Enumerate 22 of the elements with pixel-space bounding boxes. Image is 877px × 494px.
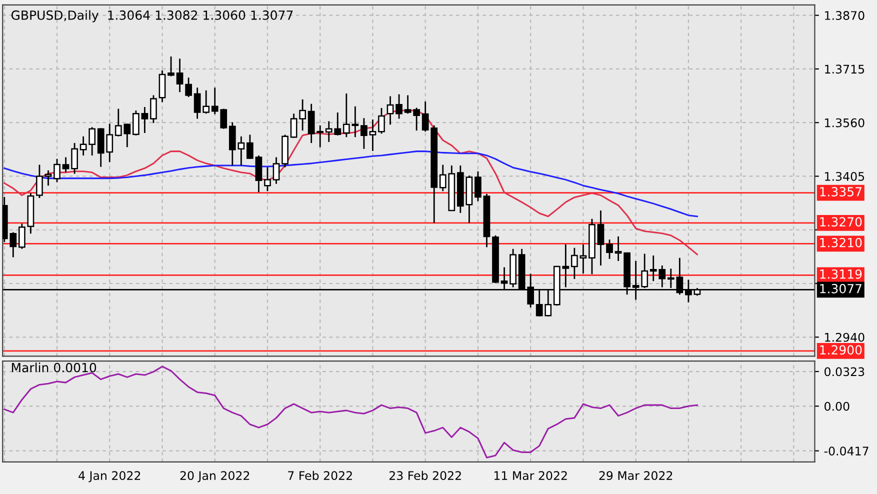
x-tick-label: 23 Feb 2022 [389,470,461,480]
ref-line-label: 1.3210 [820,238,862,248]
ref-line-label: 1.2900 [820,345,862,355]
x-tick-label: 11 Mar 2022 [494,471,567,480]
y-tick-label: 0.00 [824,402,850,411]
y-tick-label: 1.3405 [825,172,864,181]
y-tick-label: -0.0417 [824,446,868,456]
y-tick-label: 1.3715 [825,64,864,74]
ref-line-label: 1.3077 [820,284,862,294]
y-tick-label: 1.3870 [825,11,864,20]
y-tick-label: 0.0323 [824,367,864,376]
chart-title: Marlin 0.0010 [12,362,96,372]
x-tick-label: 29 Mar 2022 [599,471,672,480]
ref-line-label: 1.3119 [820,269,862,279]
x-tick-label: 4 Jan 2022 [78,471,140,482]
y-tick-label: 1.2940 [825,332,864,342]
x-tick-label: 7 Feb 2022 [288,470,352,480]
y-tick-label: 1.3560 [825,118,864,128]
x-tick-label: 20 Jan 2022 [180,471,250,482]
ref-line-label: 1.3357 [820,187,862,196]
chart-title: GBPUSD,Daily 1.3064 1.3082 1.3060 1.3077 [11,10,293,22]
ref-line-label: 1.3270 [820,217,862,227]
